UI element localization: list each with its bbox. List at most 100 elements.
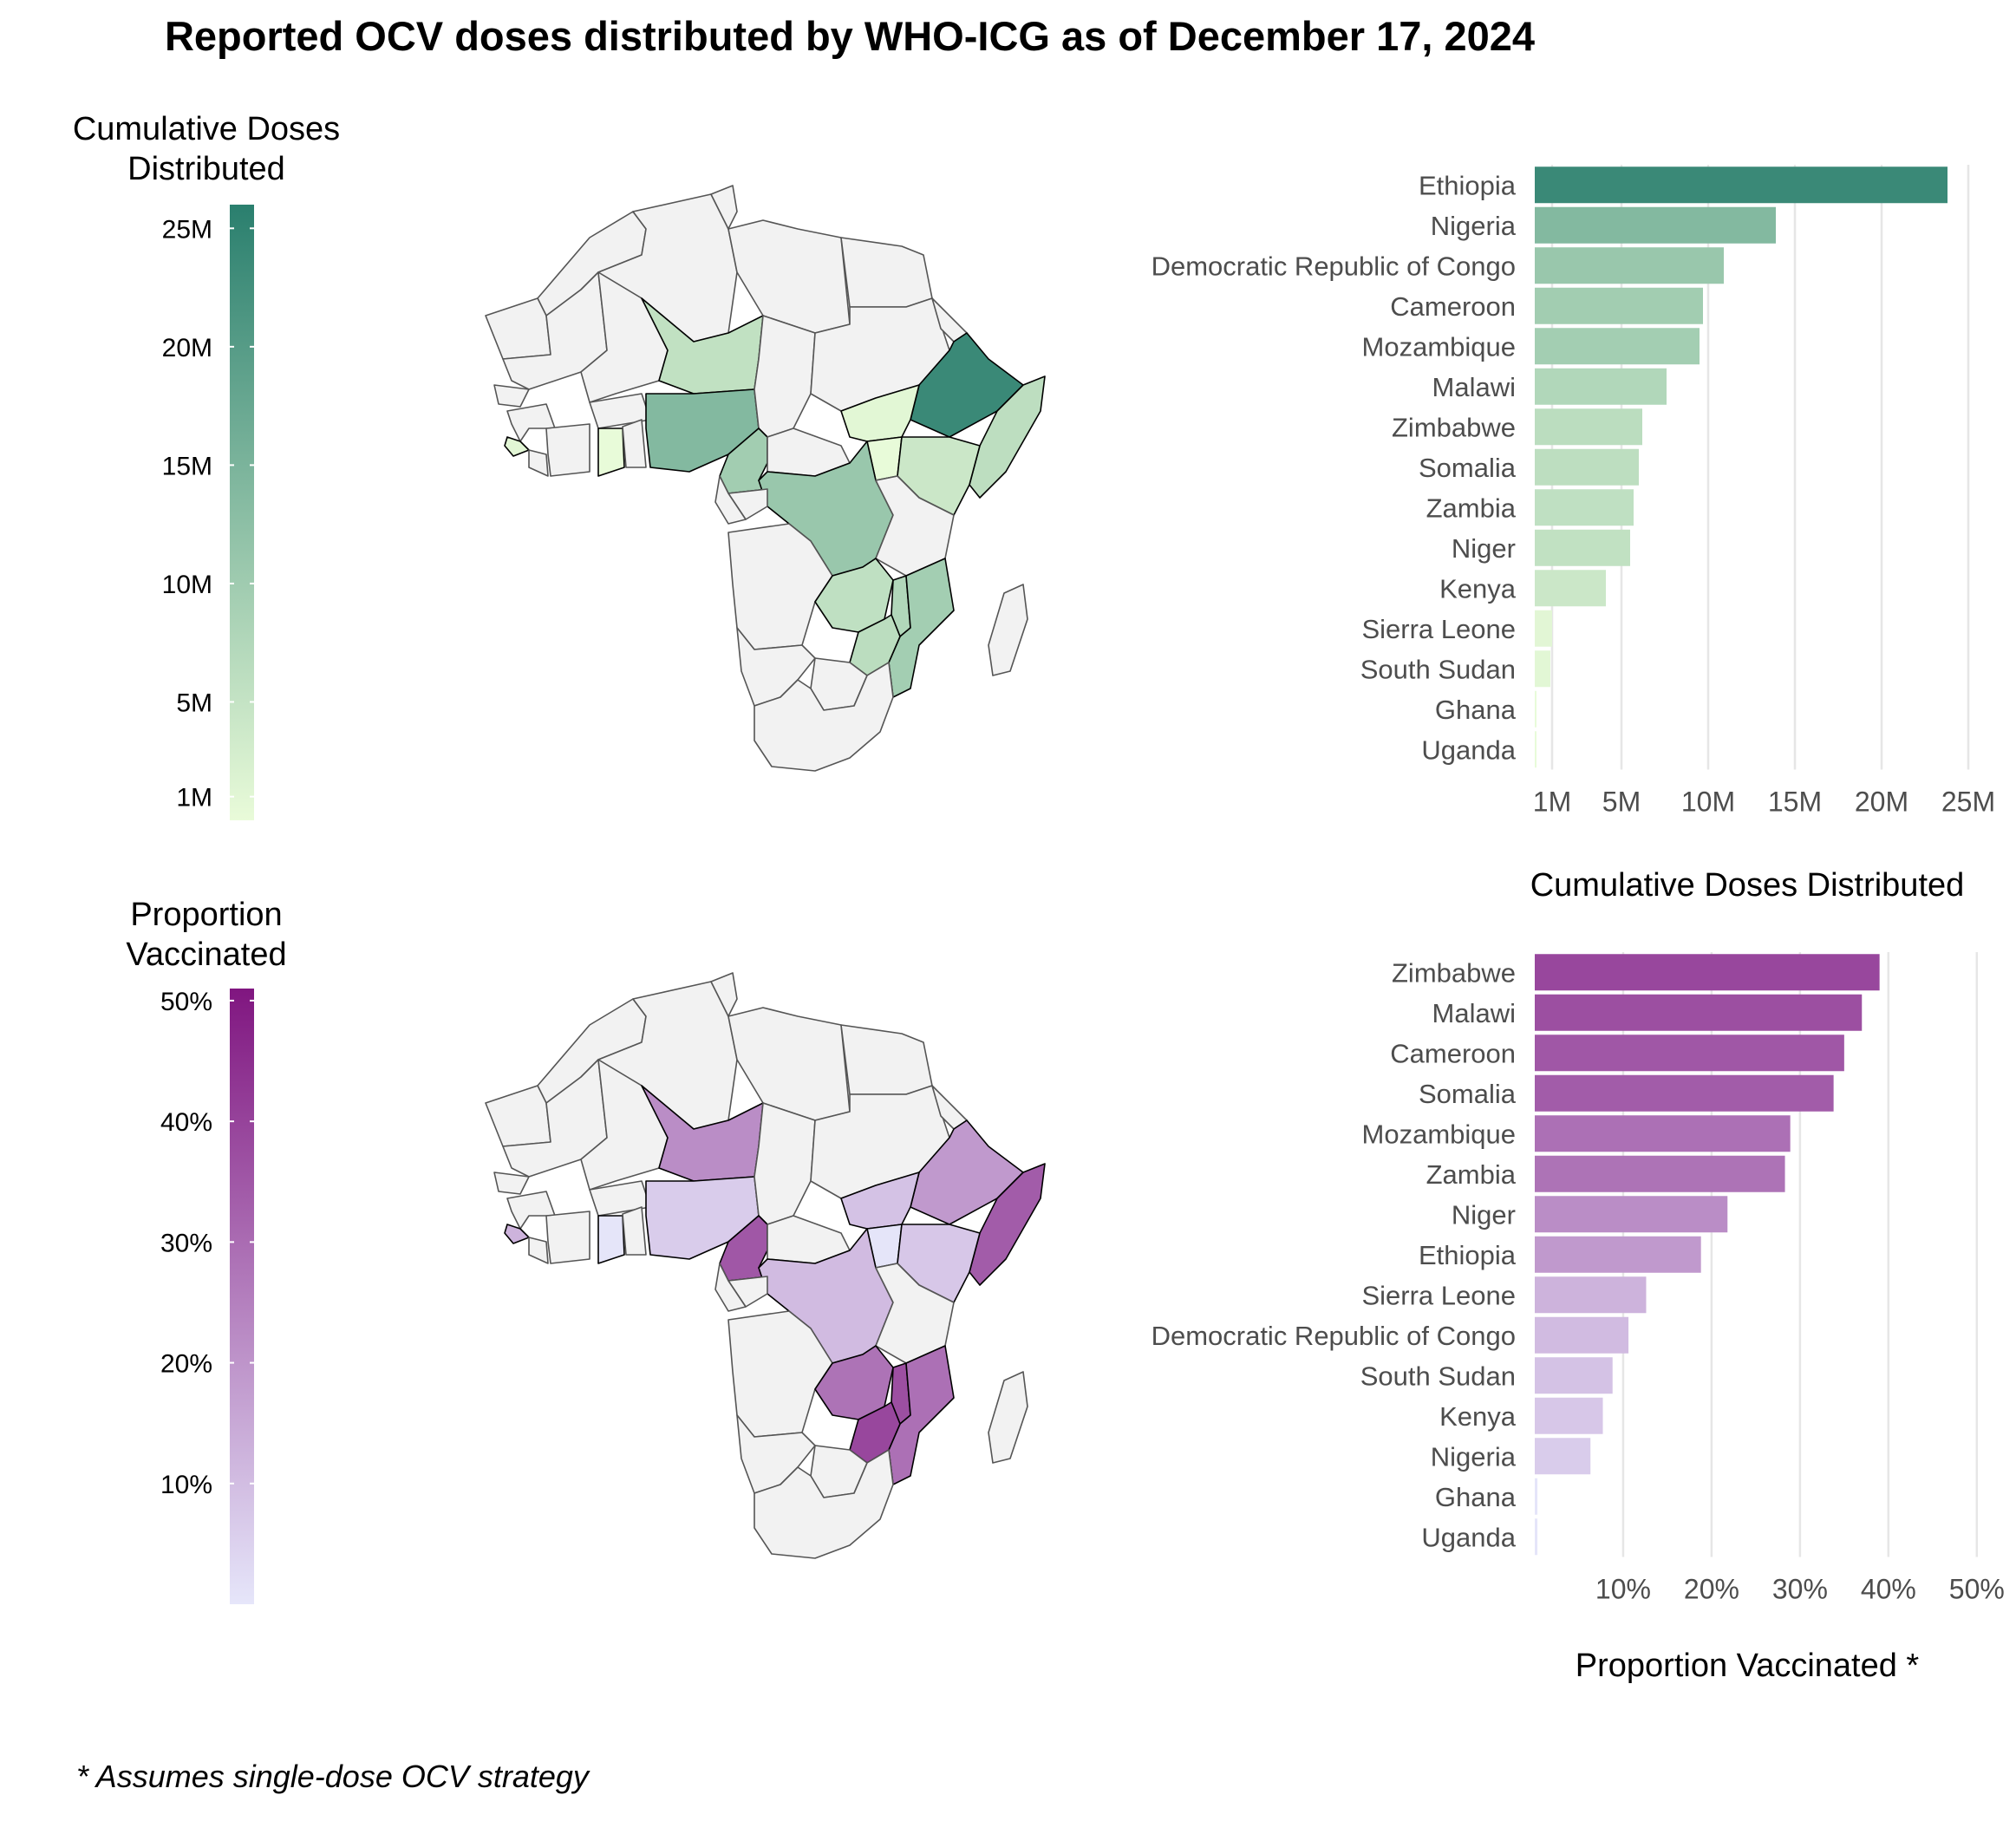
bar-nigeria (1535, 206, 1776, 244)
x-tick-label: 10M (1681, 786, 1735, 818)
map-region-south-sudan (840, 1172, 920, 1230)
bar-kenya (1535, 570, 1606, 607)
map-region-libya (727, 1007, 851, 1121)
map-region-guinea (506, 1191, 556, 1230)
bar-south-sudan (1535, 1357, 1613, 1394)
map-region-ghana (597, 1215, 625, 1264)
bar-sierra-leone (1535, 610, 1552, 647)
legend-title-doses-line1: Cumulative Doses (72, 111, 341, 147)
bar-chart-proportion: 10% 20% 30% 40% 50% Zimbabwe Malawi Cameroon Som… (1152, 952, 2005, 1605)
map-region-mozambique (888, 558, 955, 698)
legend-title-proportion: Proportion Vaccinated (42, 895, 371, 975)
bar-somalia (1535, 1074, 1834, 1112)
map-region-angola (727, 1310, 833, 1438)
y-tick-label: Zambia (1426, 493, 1517, 523)
x-tick-label: 50% (1949, 1574, 2005, 1605)
map-region-togo-benin (622, 1206, 647, 1256)
africa-map-proportion (485, 972, 1046, 1559)
bar-niger (1535, 529, 1630, 566)
y-tick-label: Nigeria (1431, 1441, 1517, 1472)
legend-title-doses-line2: Distributed (127, 151, 285, 187)
legend-title-prop-line2: Vaccinated (126, 937, 287, 973)
y-tick-label: Zambia (1426, 1159, 1517, 1190)
bar-ghana (1535, 690, 1536, 728)
bar-chart-doses: 1M 5M 10M 15M 20M 25M Ethiopia Nigeria Democrati… (1152, 165, 1995, 818)
bar-ethiopia (1535, 166, 1947, 204)
legend-tick-label: 1M (176, 784, 212, 813)
y-tick-label: South Sudan (1360, 654, 1516, 684)
map-region-ethiopia (910, 332, 1024, 438)
legend-tick-label: 25M (162, 215, 212, 244)
map-region-gabon (714, 1263, 747, 1312)
map-region-liberia (528, 1237, 549, 1264)
y-tick-label: Niger (1452, 1199, 1516, 1230)
legend-tick-label: 10% (160, 1471, 212, 1499)
bar-ethiopia (1535, 1236, 1701, 1273)
y-tick-label: Cameroon (1390, 291, 1516, 322)
legend-colorbar-doses: 25M 20M 15M 10M 5M 1M (162, 205, 254, 820)
map-region-somalia (969, 375, 1046, 499)
x-tick-label: 20M (1855, 786, 1908, 818)
bar-south-sudan (1535, 650, 1550, 688)
map-region-sierra-leone (504, 436, 530, 457)
bar-democratic-republic-of-congo (1535, 1316, 1629, 1354)
footnote: * Assumes single-dose OCV strategy (76, 1759, 589, 1794)
map-region-somalia (969, 1163, 1046, 1286)
map-region-ghana (597, 428, 625, 477)
y-tick-label: Sierra Leone (1361, 614, 1516, 644)
y-tick-label: Malawi (1432, 998, 1516, 1028)
bar-kenya (1535, 1397, 1603, 1434)
legend-tick-label: 15M (162, 452, 212, 480)
y-tick-label: Democratic Republic of Congo (1152, 1321, 1516, 1351)
x-tick-label: 30% (1772, 1574, 1828, 1605)
x-tick-label: 25M (1941, 786, 1995, 818)
map-region-chad (754, 1102, 816, 1225)
bar-malawi (1535, 994, 1863, 1031)
bar-zambia (1535, 489, 1634, 526)
y-tick-label: South Sudan (1360, 1361, 1516, 1391)
bar-mozambique (1535, 1115, 1791, 1152)
map-region-cote-divoire (545, 1211, 590, 1264)
legend-tick-label: 30% (160, 1229, 212, 1257)
legend-gradient-doses (230, 205, 254, 820)
legend-colorbar-proportion: 50% 40% 30% 20% 10% (160, 988, 254, 1604)
y-tick-label: Uganda (1421, 1522, 1516, 1552)
y-tick-label: Kenya (1439, 573, 1517, 604)
map-region-south-africa (754, 1449, 894, 1559)
bar-uganda (1535, 731, 1536, 768)
map-region-gabon (714, 475, 747, 525)
bar-zimbabwe (1535, 954, 1880, 991)
map-region-togo-benin (622, 419, 647, 468)
map-region-ethiopia (910, 1119, 1024, 1225)
map-region-angola (727, 523, 833, 650)
legend-gradient-prop (230, 989, 254, 1604)
bar-mozambique (1535, 328, 1700, 365)
y-tick-label: Ghana (1435, 1482, 1517, 1512)
map-region-sierra-leone (504, 1224, 530, 1244)
x-tick-label: 15M (1768, 786, 1822, 818)
bar-zambia (1535, 1155, 1785, 1192)
map-region-mozambique (888, 1345, 955, 1485)
legend-tick-label: 40% (160, 1108, 212, 1137)
map-region-western-sahara (485, 297, 551, 360)
y-tick-label: Ethiopia (1419, 1240, 1517, 1270)
bar-democratic-republic-of-congo (1535, 247, 1724, 284)
legend-tick-label: 20% (160, 1350, 212, 1379)
map-region-chad (754, 315, 816, 438)
map-region-cote-divoire (545, 423, 590, 477)
bar-uganda (1535, 1518, 1538, 1556)
bar-malawi (1535, 368, 1667, 405)
bar-ghana (1535, 1478, 1538, 1515)
y-tick-label: Mozambique (1362, 1119, 1516, 1149)
map-region-madagascar (988, 1371, 1028, 1464)
legend-title-prop-line1: Proportion (130, 897, 283, 933)
bar-nigeria (1535, 1438, 1591, 1475)
x-tick-label: 10% (1595, 1574, 1651, 1605)
legend-tick-label: 20M (162, 334, 212, 362)
y-tick-label: Mozambique (1362, 331, 1516, 362)
map-region-liberia (528, 449, 549, 477)
y-tick-label: Uganda (1421, 734, 1516, 765)
map-region-south-sudan (840, 384, 920, 442)
y-tick-label: Democratic Republic of Congo (1152, 251, 1516, 281)
map-region-egypt (840, 1024, 933, 1095)
